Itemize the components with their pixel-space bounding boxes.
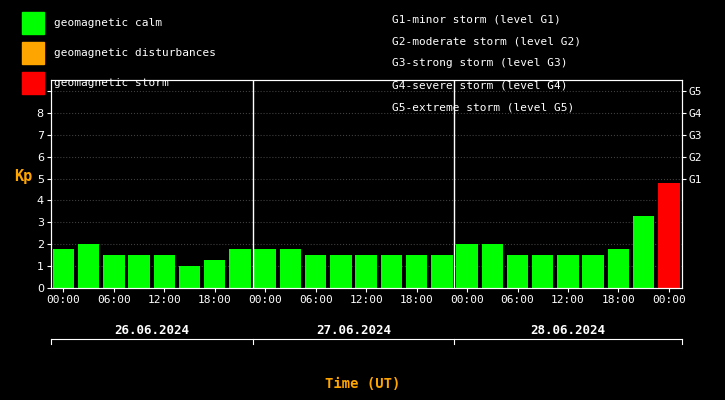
Bar (633, 216, 655, 288)
Text: 27.06.2024: 27.06.2024 (316, 324, 391, 336)
Text: Time (UT): Time (UT) (325, 377, 400, 391)
Bar (254, 248, 276, 288)
Bar (456, 244, 478, 288)
Bar (154, 255, 175, 288)
Bar (53, 248, 74, 288)
Bar (582, 255, 604, 288)
Text: G4-severe storm (level G4): G4-severe storm (level G4) (392, 80, 567, 90)
Bar (330, 255, 352, 288)
Bar (381, 255, 402, 288)
Bar (558, 255, 579, 288)
Bar (280, 248, 301, 288)
Text: 28.06.2024: 28.06.2024 (531, 324, 605, 336)
Bar (658, 183, 679, 288)
Text: G5-extreme storm (level G5): G5-extreme storm (level G5) (392, 102, 573, 112)
Bar (608, 248, 629, 288)
Bar (103, 255, 125, 288)
Bar (229, 248, 251, 288)
Bar (179, 266, 200, 288)
Bar (305, 255, 326, 288)
Bar (481, 244, 503, 288)
Y-axis label: Kp: Kp (14, 169, 32, 184)
Text: geomagnetic calm: geomagnetic calm (54, 18, 162, 28)
Bar (507, 255, 529, 288)
Text: geomagnetic disturbances: geomagnetic disturbances (54, 48, 216, 58)
Text: G1-minor storm (level G1): G1-minor storm (level G1) (392, 14, 560, 24)
Bar (78, 244, 99, 288)
Bar (128, 255, 150, 288)
Bar (406, 255, 427, 288)
Text: 26.06.2024: 26.06.2024 (114, 324, 189, 336)
Bar (532, 255, 553, 288)
Bar (431, 255, 452, 288)
Bar (204, 260, 225, 288)
Text: G2-moderate storm (level G2): G2-moderate storm (level G2) (392, 36, 581, 46)
Text: geomagnetic storm: geomagnetic storm (54, 78, 169, 88)
Bar (355, 255, 377, 288)
Text: G3-strong storm (level G3): G3-strong storm (level G3) (392, 58, 567, 68)
